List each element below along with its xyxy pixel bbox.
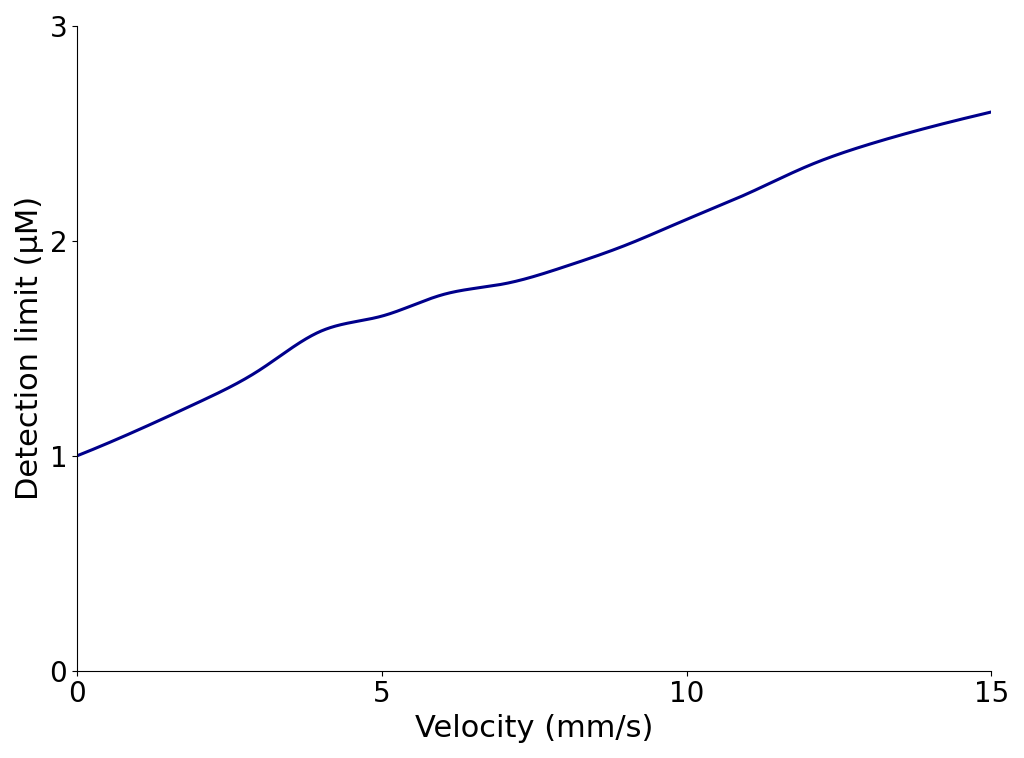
X-axis label: Velocity (mm/s): Velocity (mm/s): [415, 714, 653, 743]
Y-axis label: Detection limit (μM): Detection limit (μM): [15, 196, 44, 500]
